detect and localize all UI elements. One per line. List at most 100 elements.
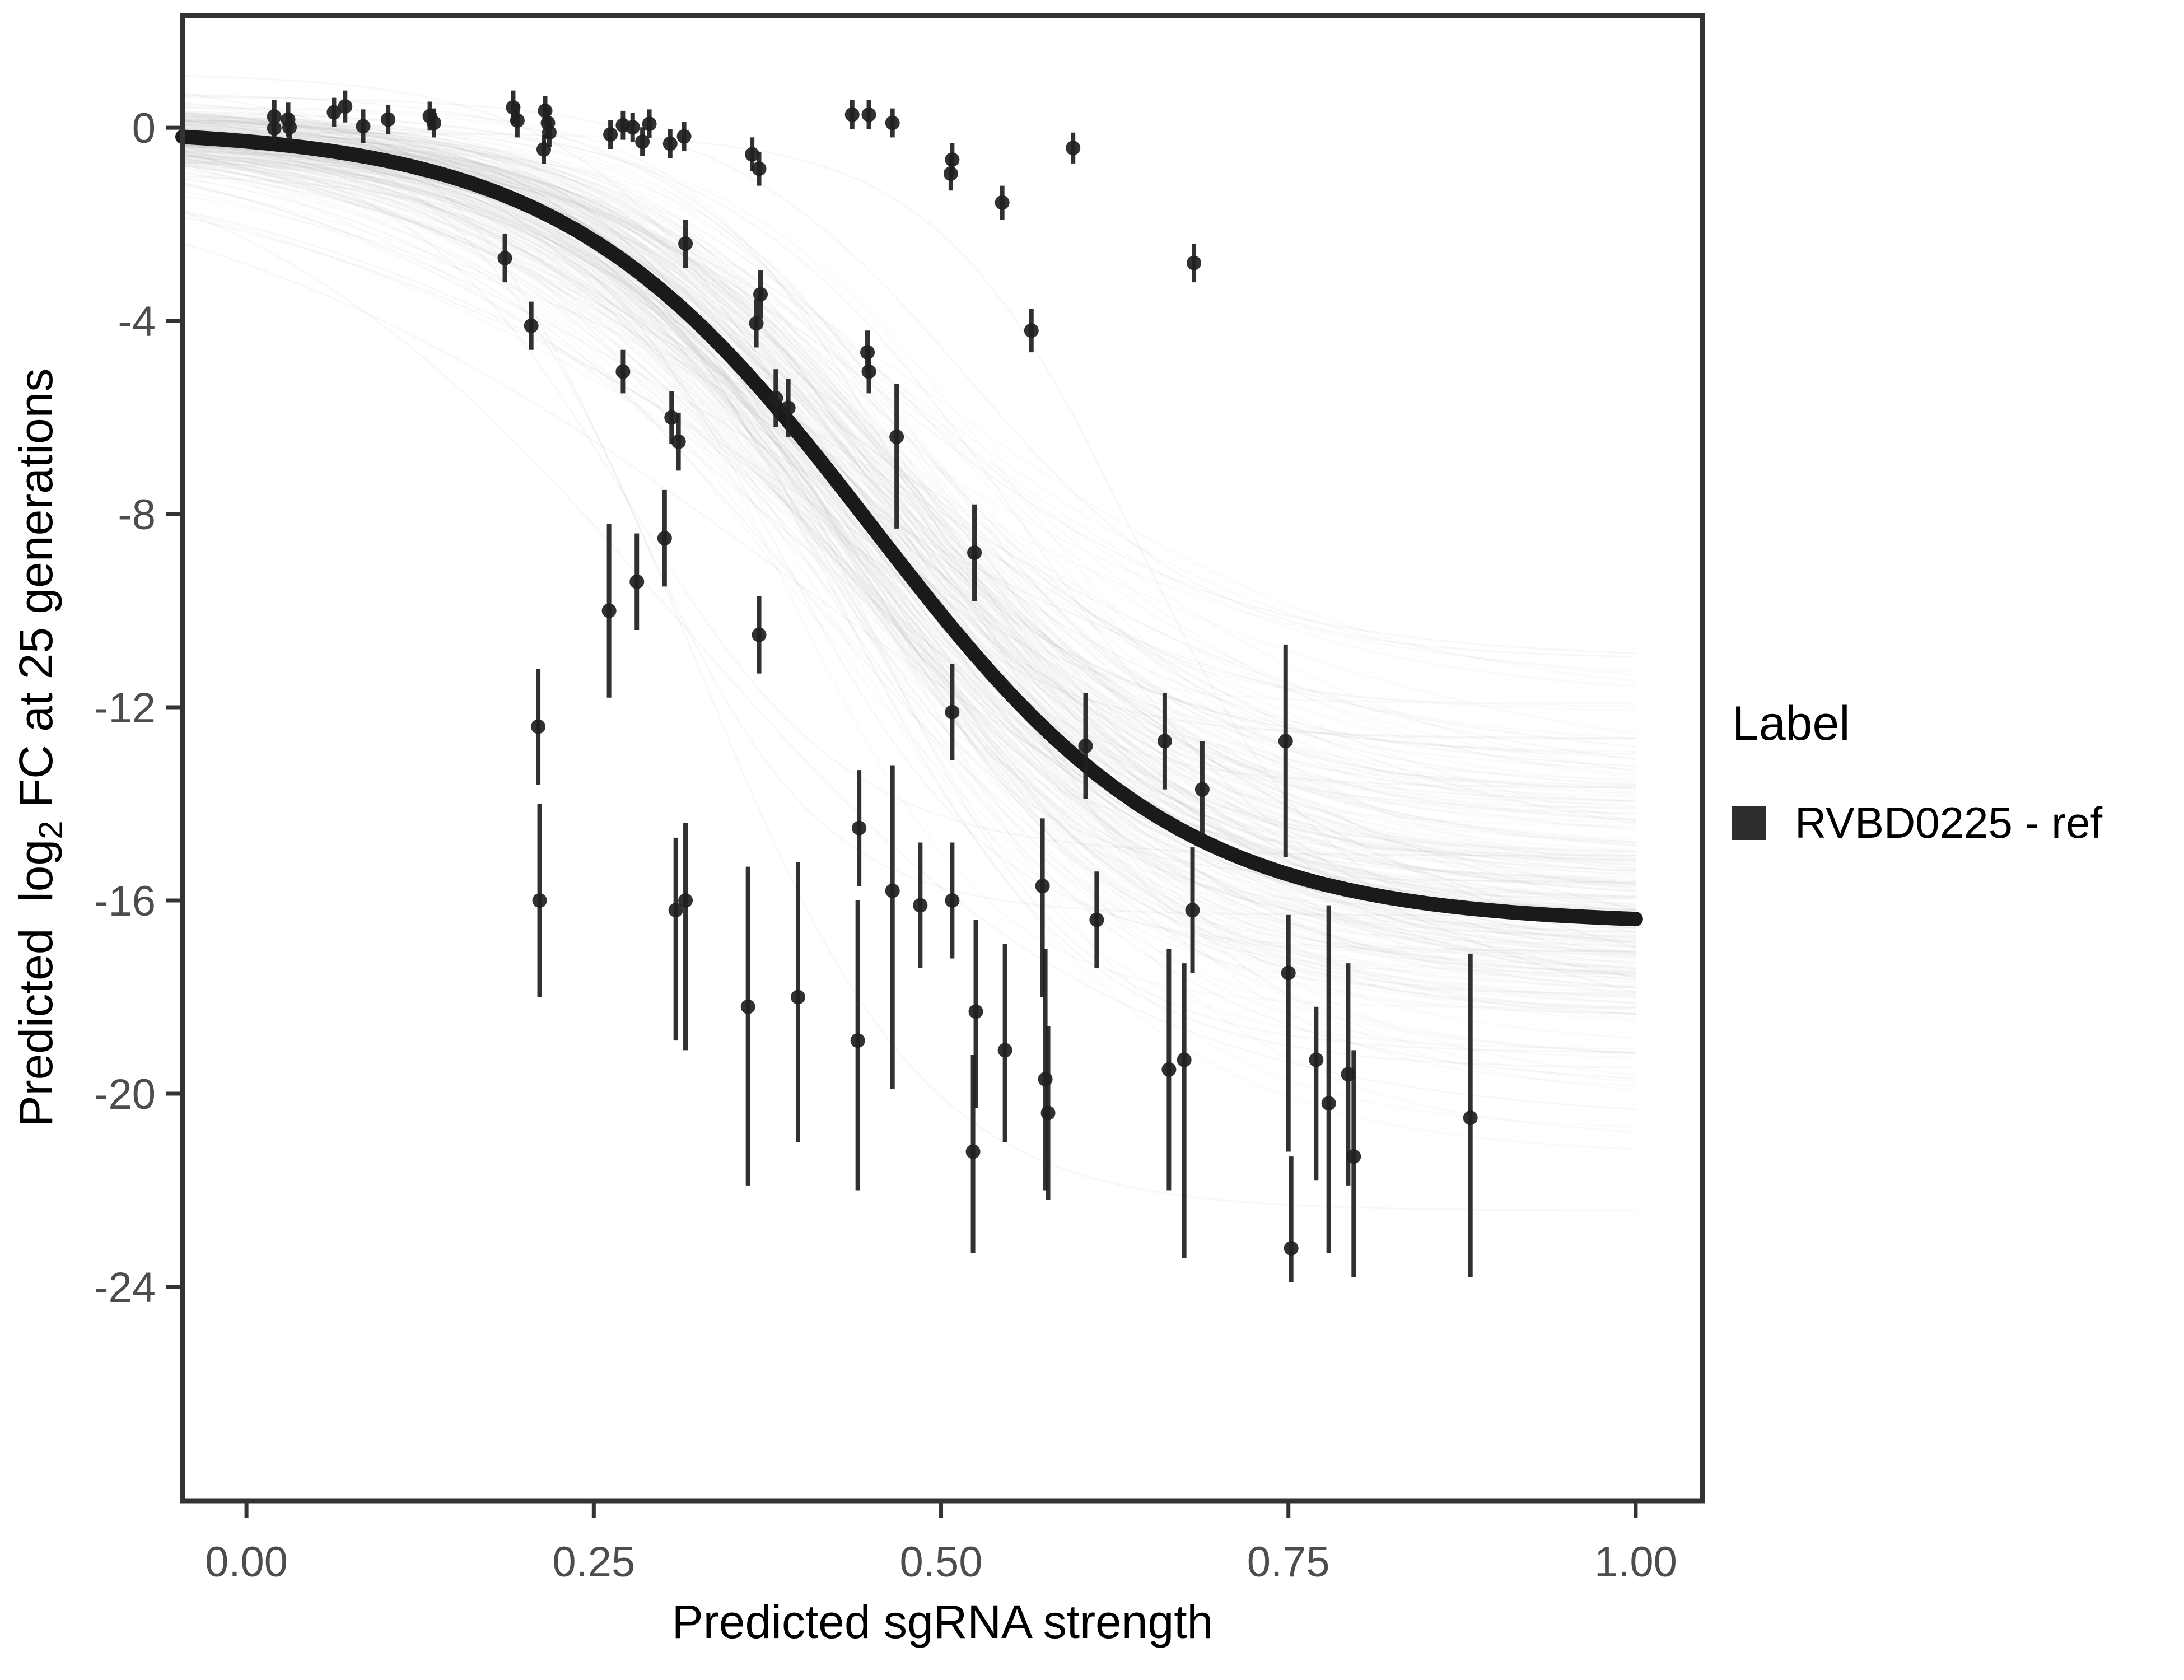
data-point xyxy=(510,103,525,138)
data-point xyxy=(945,143,960,176)
point-marker xyxy=(356,119,371,134)
posterior-draw-curve xyxy=(182,115,1636,739)
point-marker xyxy=(749,316,764,331)
point-marker xyxy=(781,400,796,416)
data-points xyxy=(267,90,1478,1282)
point-marker xyxy=(753,287,768,302)
data-point xyxy=(381,105,396,134)
posterior-draw-curve xyxy=(182,118,1636,1068)
data-point xyxy=(885,765,900,1089)
point-marker xyxy=(601,603,617,618)
y-axis-title-rest: FC at 25 generations xyxy=(10,368,62,821)
data-point xyxy=(1024,309,1039,353)
point-marker xyxy=(1346,1149,1361,1164)
spaghetti-curves xyxy=(182,75,1636,1212)
point-marker xyxy=(968,1004,983,1019)
data-point xyxy=(671,412,686,471)
data-point xyxy=(997,944,1012,1142)
point-marker xyxy=(861,364,876,379)
data-point xyxy=(524,301,539,350)
posterior-draw-curve xyxy=(182,144,1636,755)
x-tick-label: 0.75 xyxy=(1247,1538,1330,1586)
posterior-draw-curve xyxy=(182,143,1636,1053)
data-point xyxy=(861,100,876,129)
posterior-draw-curve xyxy=(182,210,1636,1110)
data-point xyxy=(642,109,657,139)
point-marker xyxy=(678,236,693,251)
data-point xyxy=(850,900,865,1191)
data-point xyxy=(1281,914,1296,1152)
y-tick-label: -4 xyxy=(118,298,156,346)
point-marker xyxy=(662,136,678,151)
data-point xyxy=(768,369,783,427)
data-point xyxy=(635,127,650,156)
x-tick-label: 1.00 xyxy=(1594,1538,1677,1586)
data-point xyxy=(1035,818,1050,997)
point-marker xyxy=(267,120,282,136)
point-marker xyxy=(995,195,1010,210)
y-tick-label: -12 xyxy=(94,684,156,732)
point-marker xyxy=(790,990,805,1005)
point-marker xyxy=(945,704,960,720)
data-point xyxy=(885,108,900,138)
data-point xyxy=(1038,949,1053,1191)
data-point xyxy=(676,122,692,151)
fit-curve xyxy=(175,129,1643,927)
point-marker xyxy=(889,430,904,445)
point-marker xyxy=(615,364,631,379)
data-point xyxy=(1078,693,1093,799)
point-marker xyxy=(861,107,876,122)
data-point xyxy=(1346,1050,1361,1277)
posterior-draw-curve xyxy=(182,154,1636,953)
data-point xyxy=(752,596,767,674)
point-marker xyxy=(532,893,547,908)
point-marker xyxy=(1177,1052,1192,1067)
point-marker xyxy=(381,112,396,127)
x-tick-label: 0.00 xyxy=(205,1538,288,1586)
point-marker xyxy=(1321,1096,1336,1111)
data-point xyxy=(889,384,904,529)
point-marker xyxy=(945,152,960,167)
data-point xyxy=(965,1054,981,1253)
legend: Label RVBD0225 - ref xyxy=(1732,696,2102,848)
data-point xyxy=(790,861,805,1142)
point-marker xyxy=(745,147,760,162)
data-point xyxy=(615,349,631,394)
point-marker xyxy=(510,113,525,128)
data-point xyxy=(781,379,796,437)
data-point xyxy=(1177,963,1192,1258)
point-marker xyxy=(542,125,557,140)
legend-swatch-icon xyxy=(1732,806,1766,840)
point-marker xyxy=(885,883,900,898)
point-marker xyxy=(967,545,982,561)
point-marker xyxy=(625,120,640,135)
point-marker xyxy=(282,120,297,135)
point-marker xyxy=(603,127,618,142)
point-marker xyxy=(913,898,928,913)
point-marker xyxy=(671,434,686,449)
posterior-draw-curve xyxy=(182,152,1636,948)
point-marker xyxy=(1194,782,1210,797)
data-point xyxy=(968,920,983,1108)
legend-item-label: RVBD0225 - ref xyxy=(1795,798,2103,847)
point-marker xyxy=(326,105,342,120)
x-axis-title: Predicted sgRNA strength xyxy=(671,1595,1214,1648)
data-point xyxy=(913,842,928,968)
point-marker xyxy=(1187,255,1202,270)
point-marker xyxy=(1281,965,1296,981)
legend-title: Label xyxy=(1732,697,1850,750)
posterior-draw-curve xyxy=(182,102,1636,916)
data-point xyxy=(497,234,512,283)
posterior-draw-curve xyxy=(182,120,1636,1212)
data-point xyxy=(326,97,342,127)
data-point xyxy=(625,113,640,142)
data-point xyxy=(740,866,755,1186)
point-marker xyxy=(997,1043,1012,1058)
point-marker xyxy=(885,115,900,130)
data-point xyxy=(662,129,678,158)
y-tick-label: -8 xyxy=(118,491,156,539)
point-marker xyxy=(676,129,692,144)
posterior-draw-curve xyxy=(183,132,1636,939)
data-point xyxy=(678,219,693,268)
